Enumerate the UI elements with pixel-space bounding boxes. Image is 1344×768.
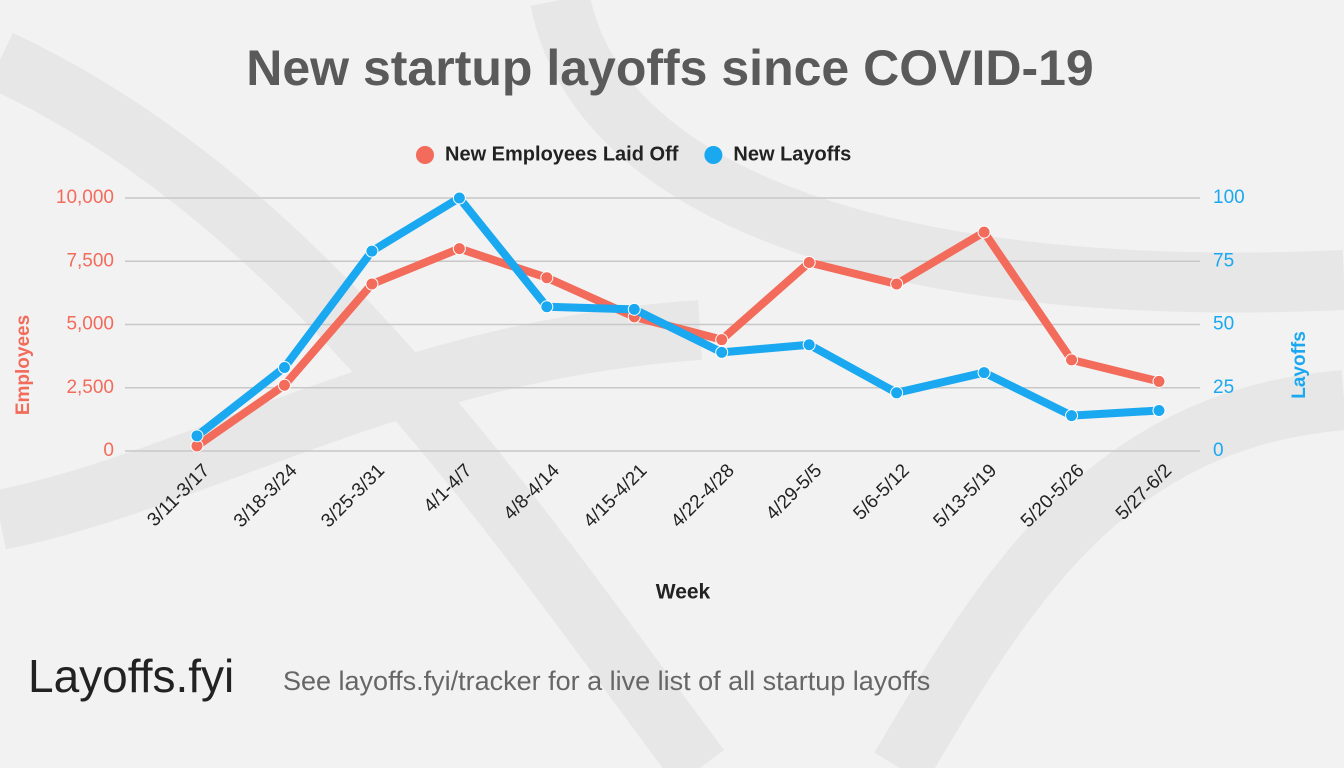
- point-marker: [802, 338, 816, 352]
- yticks-label: 7,500: [66, 250, 114, 271]
- brand: Layoffs.fyi: [28, 650, 234, 702]
- x-tick-label: 5/6-5/12: [850, 460, 914, 524]
- point-marker: [540, 300, 554, 314]
- point-marker: [890, 386, 904, 400]
- y2ticks-label: 25: [1213, 377, 1234, 398]
- point-marker: [977, 366, 991, 380]
- footer-note: See layoffs.fyi/tracker for a live list …: [283, 666, 930, 696]
- chart-title: New startup layoffs since COVID-19: [246, 40, 1093, 96]
- point-marker: [540, 271, 554, 285]
- point-marker: [190, 429, 204, 443]
- x-tick-label: 4/15-4/21: [580, 460, 652, 532]
- legend-swatch: [704, 146, 723, 164]
- yticks-label: 10,000: [56, 187, 114, 208]
- y-axis-label: Employees: [13, 315, 34, 415]
- point-marker: [365, 277, 379, 291]
- point-marker: [627, 302, 641, 316]
- point-marker: [452, 242, 466, 256]
- y2ticks-label: 50: [1213, 314, 1234, 335]
- point-marker: [1152, 374, 1166, 388]
- legend-label: New Employees Laid Off: [445, 143, 679, 165]
- x-tick-label: 4/29-5/5: [762, 460, 826, 524]
- x-tick-label: 3/25-3/31: [317, 460, 389, 532]
- y2ticks-label: 75: [1213, 250, 1234, 271]
- yticks-label: 0: [103, 440, 114, 461]
- point-marker: [365, 244, 379, 258]
- legend-swatch: [416, 146, 434, 164]
- y2ticks-label: 0: [1213, 440, 1224, 461]
- point-marker: [277, 361, 291, 375]
- point-marker: [890, 277, 904, 291]
- x-axis-label: Week: [656, 581, 711, 604]
- point-marker: [977, 225, 991, 239]
- point-marker: [802, 256, 816, 270]
- series-line: [193, 194, 1163, 440]
- yticks-label: 2,500: [66, 377, 114, 398]
- point-marker: [715, 333, 729, 347]
- point-marker: [1065, 353, 1079, 367]
- y2-axis-label: Layoffs: [1289, 331, 1310, 399]
- point-marker: [452, 191, 466, 205]
- yticks-label: 5,000: [66, 314, 114, 335]
- point-marker: [1065, 409, 1079, 423]
- point-marker: [1152, 404, 1166, 418]
- point-marker: [715, 345, 729, 359]
- x-tick-label: 5/13-5/19: [930, 460, 1002, 532]
- x-tick-label: 4/22-4/28: [667, 460, 739, 532]
- point-marker: [277, 378, 291, 392]
- y2ticks-label: 100: [1213, 187, 1245, 208]
- legend-label: New Layoffs: [733, 143, 851, 165]
